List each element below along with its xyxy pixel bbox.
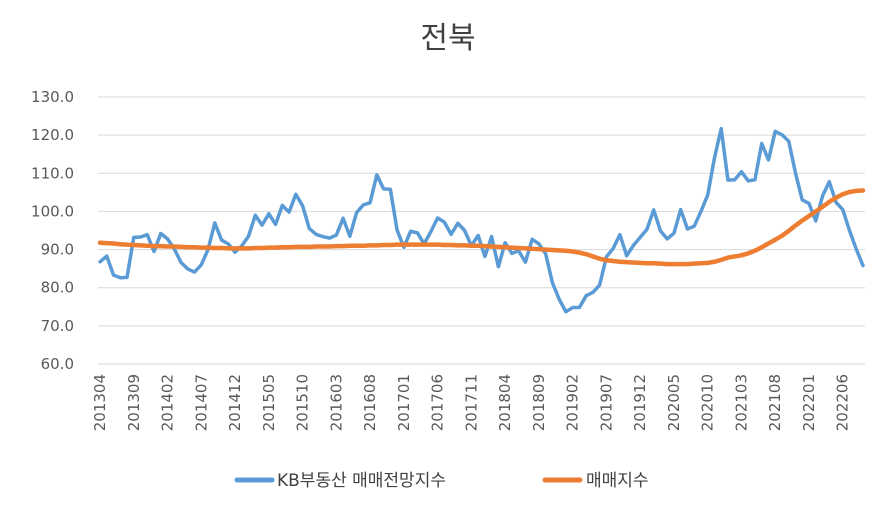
x-tick-label: 201412 [226, 374, 244, 431]
x-tick-label: 201304 [91, 374, 109, 431]
series-line-2 [97, 188, 866, 267]
x-tick-label: 201706 [429, 374, 447, 431]
x-tick-label: 201309 [125, 374, 143, 431]
x-tick-label: 201402 [159, 374, 177, 431]
x-tick-label: 202010 [699, 374, 717, 431]
series-lines [97, 126, 866, 314]
y-axis-tick-labels: 130.0 120.0 110.0 100.0 90.0 80.0 70.0 60.0 [31, 88, 74, 373]
x-tick-label: 201510 [294, 374, 312, 431]
x-tick-label: 201711 [462, 374, 480, 431]
y-tick-label: 70.0 [41, 317, 74, 335]
x-tick-label: 202103 [732, 374, 750, 431]
y-tick-label: 90.0 [41, 241, 74, 259]
y-tick-label: 60.0 [41, 355, 74, 373]
x-tick-label: 202005 [665, 374, 683, 431]
chart-title: 전북 [420, 21, 475, 56]
x-axis-tick-labels: 201304 201309 201402 201407 201412 201505 2015… [91, 374, 852, 431]
y-tick-label: 110.0 [31, 164, 74, 182]
legend: KB부동산 매매전망지수 매매지수 [234, 471, 649, 491]
x-tick-label: 201701 [395, 374, 413, 431]
y-tick-label: 130.0 [31, 88, 74, 106]
x-tick-label: 201505 [260, 374, 278, 431]
series-line-1 [98, 126, 865, 314]
y-tick-label: 80.0 [41, 279, 74, 297]
x-tick-label: 202206 [834, 374, 852, 431]
x-tick-label: 201804 [496, 374, 514, 431]
legend-label-series-2: 매매지수 [586, 471, 649, 491]
x-tick-label: 202108 [766, 374, 784, 431]
x-tick-label: 201912 [631, 374, 649, 431]
x-tick-label: 201603 [327, 374, 345, 431]
legend-label-series-1: KB부동산 매매전망지수 [277, 471, 446, 491]
y-tick-label: 120.0 [31, 126, 74, 144]
x-tick-label: 201809 [530, 374, 548, 431]
y-tick-label: 100.0 [31, 202, 74, 220]
x-tick-label: 201608 [361, 374, 379, 431]
x-tick-label: 201902 [564, 374, 582, 431]
x-tick-label: 202201 [800, 374, 818, 431]
x-tick-label: 201407 [192, 374, 210, 431]
x-tick-label: 201907 [597, 374, 615, 431]
